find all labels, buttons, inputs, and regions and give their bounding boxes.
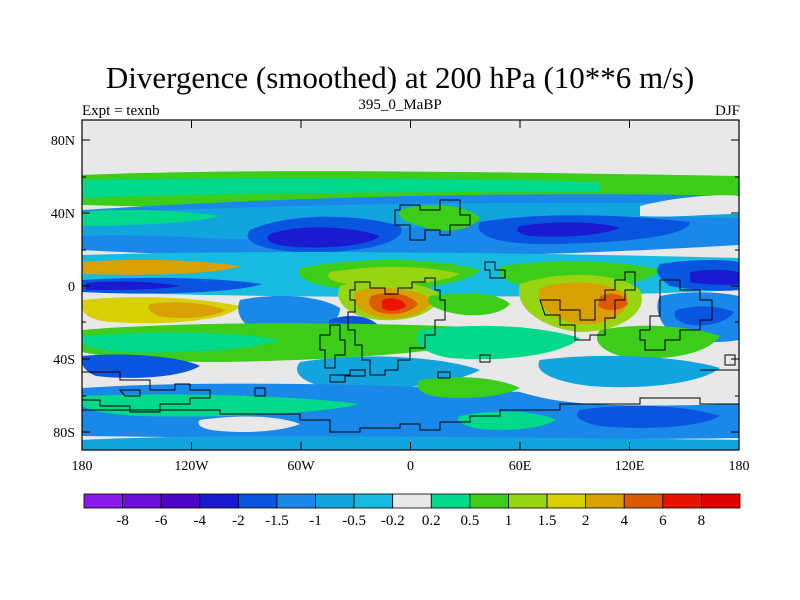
colorbar-swatch bbox=[392, 493, 432, 509]
colorbar-label: 0.5 bbox=[461, 513, 480, 529]
colorbar-label: 0.2 bbox=[422, 513, 441, 529]
lat-label-80n: 80N bbox=[51, 134, 75, 149]
colorbar-swatch bbox=[662, 493, 702, 509]
colorbar-label: 8 bbox=[698, 513, 706, 529]
colorbar-swatch bbox=[353, 493, 394, 509]
colorbar-swatch bbox=[237, 493, 278, 509]
lon-label-0: 0 bbox=[407, 459, 414, 474]
colorbar-swatch bbox=[276, 493, 316, 509]
colorbar-label: 4 bbox=[620, 513, 628, 529]
colorbar-label: -4 bbox=[194, 513, 207, 529]
lat-label-0: 0 bbox=[68, 280, 75, 295]
experiment-label: Expt = texnb bbox=[82, 103, 160, 119]
colorbar-swatch bbox=[122, 493, 162, 509]
colorbar-swatch bbox=[585, 493, 625, 509]
colorbar-swatch bbox=[83, 493, 123, 509]
lat-label-40s: 40S bbox=[53, 353, 75, 368]
colorbar-swatch bbox=[315, 493, 355, 509]
map-title: Divergence (smoothed) at 200 hPa (10**6 … bbox=[105, 60, 695, 95]
colorbar-swatch bbox=[701, 493, 741, 509]
colorbar bbox=[83, 493, 741, 509]
contour-field bbox=[82, 120, 739, 450]
colorbar-swatch bbox=[430, 493, 471, 509]
lon-label-120e: 120E bbox=[615, 459, 645, 474]
lon-label-180e: 180 bbox=[729, 459, 750, 474]
season-label: DJF bbox=[714, 103, 740, 119]
colorbar-swatch bbox=[469, 493, 509, 509]
colorbar-label: -1 bbox=[309, 513, 322, 529]
colorbar-label: 6 bbox=[659, 513, 667, 529]
lon-label-180w: 180 bbox=[72, 459, 93, 474]
coastlines bbox=[82, 199, 739, 433]
colorbar-label: -0.5 bbox=[342, 513, 366, 529]
colorbar-swatch bbox=[623, 493, 664, 509]
colorbar-label: 2 bbox=[582, 513, 590, 529]
lon-label-60w: 60W bbox=[287, 459, 315, 474]
colorbar-label: -8 bbox=[116, 513, 129, 529]
colorbar-swatch bbox=[508, 493, 548, 509]
period-label: 395_0_MaBP bbox=[358, 97, 442, 113]
colorbar-label: -2 bbox=[232, 513, 245, 529]
colorbar-label: 1 bbox=[505, 513, 513, 529]
colorbar-label: -1.5 bbox=[265, 513, 289, 529]
lat-label-40n: 40N bbox=[51, 207, 75, 222]
lon-label-60e: 60E bbox=[509, 459, 532, 474]
lat-label-80s: 80S bbox=[53, 426, 75, 441]
lon-label-120w: 120W bbox=[174, 459, 209, 474]
colorbar-swatch bbox=[199, 493, 239, 509]
colorbar-labels: -8 -6 -4 -2 -1.5 -1 -0.5 -0.2 0.2 0.5 1 1.5 2 4 6 8 bbox=[116, 513, 705, 529]
colorbar-swatch bbox=[160, 493, 201, 509]
colorbar-label: -6 bbox=[155, 513, 168, 529]
colorbar-label: 1.5 bbox=[538, 513, 557, 529]
colorbar-label: -0.2 bbox=[381, 513, 405, 529]
colorbar-swatch bbox=[546, 493, 587, 509]
